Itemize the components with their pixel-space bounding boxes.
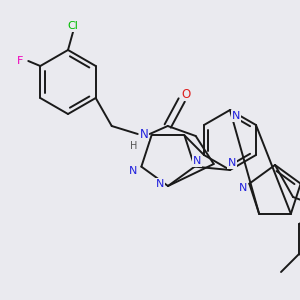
Text: H: H — [130, 141, 137, 151]
Text: N: N — [232, 111, 240, 121]
Text: O: O — [181, 88, 190, 100]
Text: N: N — [140, 128, 148, 140]
Text: N: N — [129, 166, 138, 176]
Text: N: N — [156, 179, 164, 189]
Text: N: N — [192, 156, 201, 166]
Text: F: F — [17, 56, 23, 66]
Text: N: N — [239, 183, 248, 193]
Text: N: N — [228, 158, 236, 168]
Text: Cl: Cl — [68, 21, 78, 31]
